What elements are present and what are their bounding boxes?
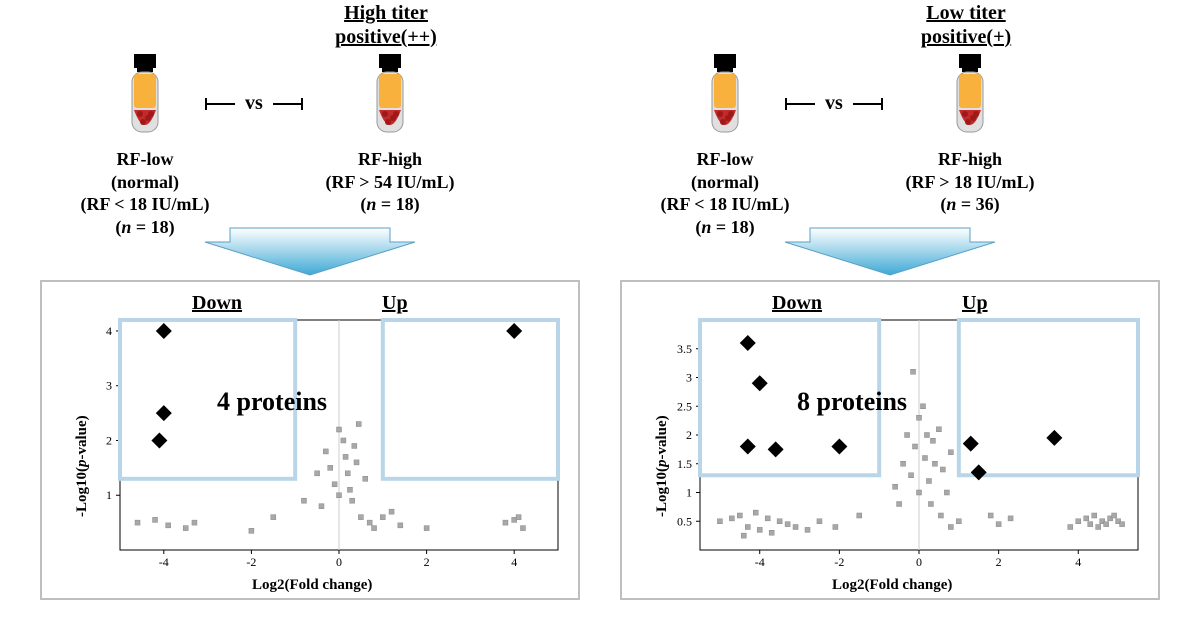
rf-high-label: RF-high (RF > 18 IU/mL) (n = 36) [870,148,1070,216]
svg-text:-2: -2 [246,555,256,569]
group-rf-low: RF-low (normal) (RF < 18 IU/mL) (n = 18) [45,52,245,238]
volcano-svg: 0.5 1 1.5 2 2.5 3 3.5 -4 -2 0 2 4 [622,282,1158,598]
svg-text:2: 2 [106,433,112,447]
up-label: Up [382,292,408,315]
svg-text:0.5: 0.5 [677,514,692,528]
svg-text:0: 0 [916,555,922,569]
svg-text:1.5: 1.5 [677,457,692,471]
group-rf-high: RF-high (RF > 18 IU/mL) (n = 36) [870,52,1070,216]
volcano-chart-right: Down Up 8 proteins 0.5 1 1.5 2 2.5 3 3.5 -4 -2 0 2… [620,280,1160,600]
y-axis-label: -Log10(p-value) [654,415,671,517]
down-label: Down [192,292,242,315]
svg-text:-2: -2 [834,555,844,569]
svg-text:3: 3 [106,379,112,393]
svg-text:-4: -4 [755,555,765,569]
proteins-callout: 8 proteins [797,387,907,417]
down-label: Down [772,292,822,315]
vs-text: vs [245,92,263,115]
up-label: Up [962,292,988,315]
svg-text:2: 2 [424,555,430,569]
svg-text:3.5: 3.5 [677,342,692,356]
panel-high-titer: High titer positive(++) RF-low (normal) … [40,0,580,600]
heading-line2: positive(++) [286,26,486,49]
down-arrow-icon [620,220,1160,280]
svg-text:3: 3 [686,371,692,385]
heading-line2: positive(+) [866,26,1066,49]
tube-icon [363,52,417,142]
volcano-svg: 1 2 3 4 -4 -2 0 2 4 [42,282,578,598]
group-rf-high: RF-high (RF > 54 IU/mL) (n = 18) [290,52,490,216]
svg-text:1: 1 [686,486,692,500]
group-rf-low: RF-low (normal) (RF < 18 IU/mL) (n = 18) [625,52,825,238]
svg-text:-4: -4 [159,555,169,569]
svg-text:2: 2 [996,555,1002,569]
proteins-callout: 4 proteins [217,387,327,417]
svg-text:2: 2 [686,428,692,442]
svg-text:4: 4 [106,324,112,338]
x-axis-label: Log2(Fold change) [832,577,952,594]
tube-icon [118,52,172,142]
tube-icon [698,52,752,142]
svg-text:4: 4 [1075,555,1081,569]
vs-bracket: vs [205,92,303,115]
svg-text:1: 1 [106,488,112,502]
svg-text:2.5: 2.5 [677,399,692,413]
y-axis-label: -Log10(p-value) [74,415,91,517]
vs-bracket: vs [785,92,883,115]
rf-high-label: RF-high (RF > 54 IU/mL) (n = 18) [290,148,490,216]
svg-text:0: 0 [336,555,342,569]
heading-line1: High titer [286,2,486,25]
panel-low-titer: Low titer positive(+) RF-low (normal) (R… [620,0,1160,600]
heading-line1: Low titer [866,2,1066,25]
svg-text:4: 4 [511,555,517,569]
comparison-row-left: High titer positive(++) RF-low (normal) … [40,0,580,220]
volcano-chart-left: Down Up 4 proteins 1 2 3 4 -4 -2 0 2 4 Log2(Fold… [40,280,580,600]
x-axis-label: Log2(Fold change) [252,577,372,594]
comparison-row-right: Low titer positive(+) RF-low (normal) (R… [620,0,1160,220]
vs-text: vs [825,92,843,115]
down-arrow-icon [40,220,580,280]
tube-icon [943,52,997,142]
